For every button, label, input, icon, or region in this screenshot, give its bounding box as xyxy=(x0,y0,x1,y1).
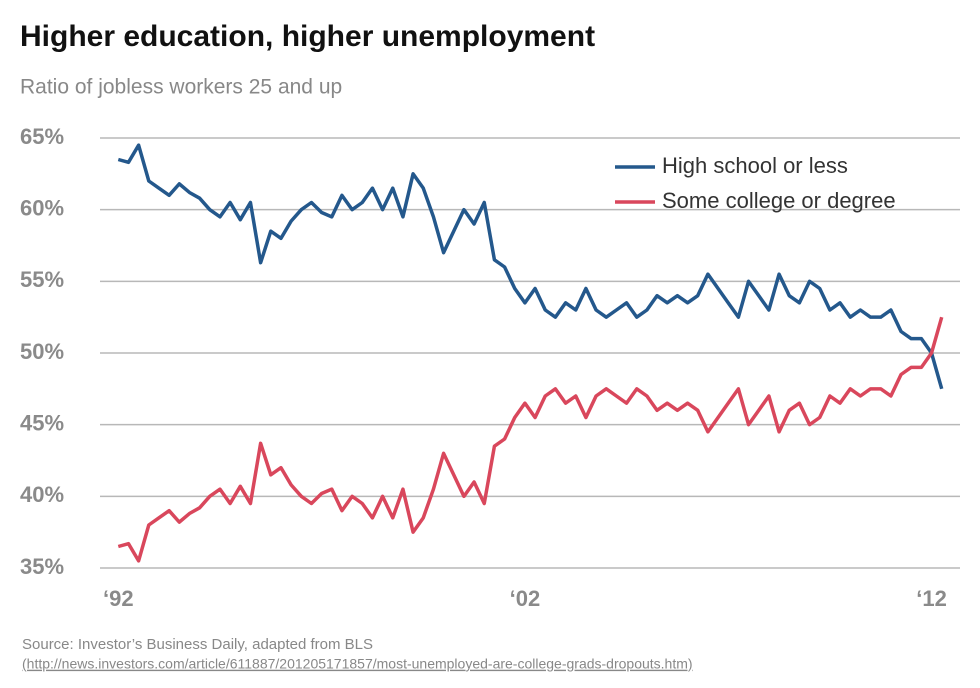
source-url: (http://news.investors.com/article/61188… xyxy=(22,656,693,672)
y-tick-label: 55% xyxy=(20,267,64,292)
legend-label: High school or less xyxy=(662,153,848,178)
x-tick-label: ‘92 xyxy=(103,586,134,611)
chart-subtitle: Ratio of jobless workers 25 and up xyxy=(20,76,342,99)
series-line xyxy=(117,316,944,563)
y-tick-label: 65% xyxy=(20,124,64,149)
series-line xyxy=(117,143,944,390)
y-tick-label: 40% xyxy=(20,482,64,507)
x-tick-label: ‘02 xyxy=(510,586,541,611)
y-tick-label: 60% xyxy=(20,195,64,220)
y-tick-label: 45% xyxy=(20,410,64,435)
y-tick-label: 50% xyxy=(20,339,64,364)
x-tick-label: ‘12 xyxy=(916,586,947,611)
y-tick-label: 35% xyxy=(20,554,64,579)
legend-label: Some college or degree xyxy=(662,188,896,213)
chart-title: Higher education, higher unemployment xyxy=(20,20,595,53)
source: Source: Investor’s Business Daily, adapt… xyxy=(22,636,373,653)
